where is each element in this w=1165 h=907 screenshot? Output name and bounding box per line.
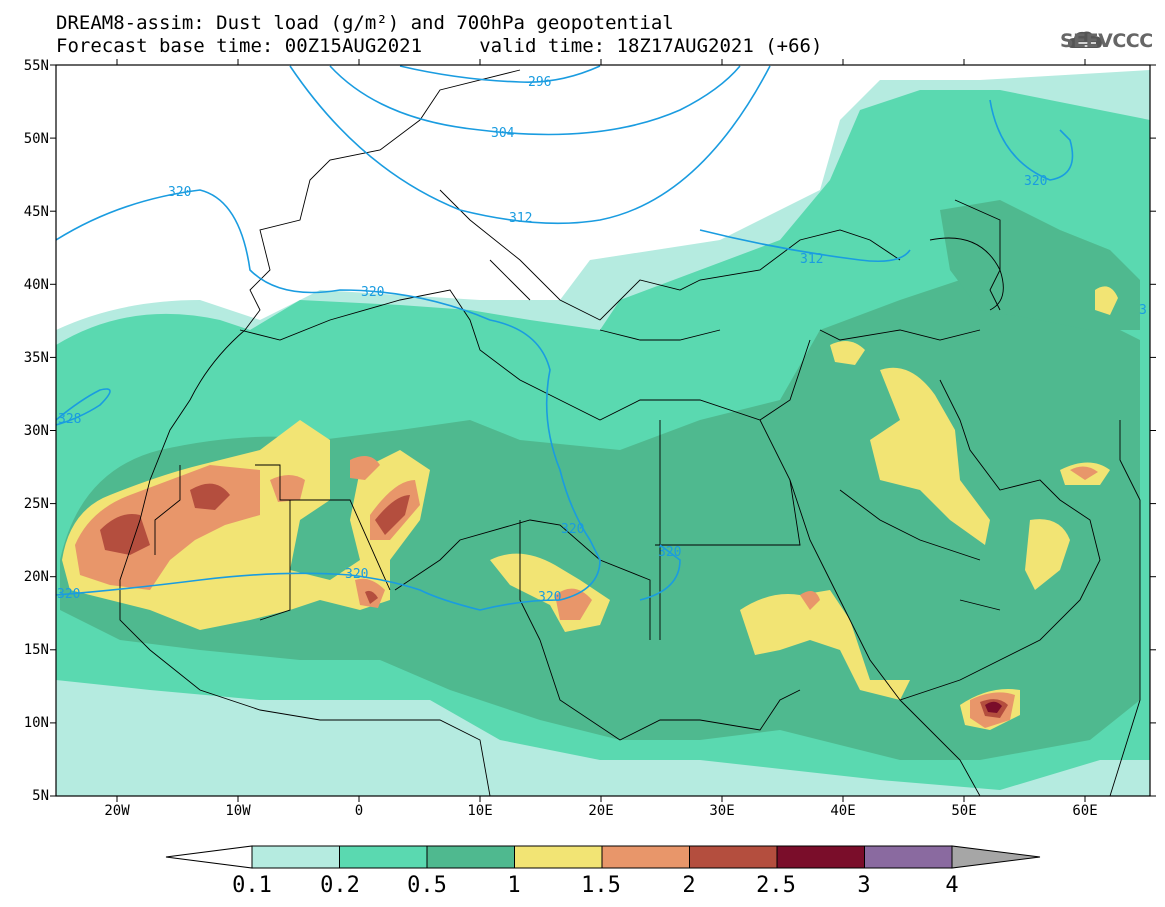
colorbar-lower-arrow <box>165 845 253 869</box>
dust-level-2 <box>365 590 378 604</box>
contour-label: 320 <box>658 545 681 560</box>
contour-label: 312 <box>800 252 823 267</box>
contour-320-east <box>639 544 681 601</box>
lon-label: 10E <box>467 803 492 819</box>
colorbar-swatch <box>601 845 690 869</box>
colorbar-label: 1 <box>507 873 521 898</box>
lon-label: 20E <box>588 803 613 819</box>
contour-312b <box>699 229 911 263</box>
colorbar-swatch <box>776 845 865 869</box>
lon-label: 0 <box>355 803 363 819</box>
dust-level-1.5 <box>1070 466 1098 480</box>
colorbar-label: 4 <box>945 873 959 898</box>
contour-label: 312 <box>509 211 532 226</box>
colorbar-label: 0.2 <box>320 873 360 898</box>
colorbar-label: 2.5 <box>756 873 796 898</box>
dust-level-2 <box>375 495 410 535</box>
contour-label: 328 <box>58 412 81 427</box>
dust-level-0.5 <box>940 200 1140 330</box>
contour-label: 320 <box>538 590 561 605</box>
lat-label: 40N <box>24 277 49 293</box>
contour-label: 320 <box>1024 174 1047 189</box>
dust-level-2.5 <box>985 701 1002 713</box>
contour-label: 296 <box>528 75 551 90</box>
colorbar-swatch <box>514 845 603 869</box>
colorbar-swatch <box>864 845 953 869</box>
dust-level-1.5 <box>350 456 380 480</box>
colorbar-swatch <box>251 845 340 869</box>
forecast-time-line: Forecast base time: 00Z15AUG2021 valid t… <box>56 35 823 57</box>
lon-labels: 20W 10W 0 10E 20E 30E 40E 50E 60E <box>104 803 1097 819</box>
colorbar-label: 0.1 <box>232 873 272 898</box>
dust-level-1.5 <box>555 588 592 620</box>
contour-label: 320 <box>361 285 384 300</box>
contour-304 <box>329 65 741 136</box>
colorbar-label: 1.5 <box>581 873 621 898</box>
dust-level-1.5 <box>800 591 820 610</box>
lat-label: 25N <box>24 496 49 512</box>
lat-label: 20N <box>24 569 49 585</box>
contour-328 <box>56 388 111 426</box>
lon-label: 30E <box>709 803 734 819</box>
colorbar-swatch <box>689 845 778 869</box>
dust-level-2 <box>190 483 230 510</box>
lon-label: 10W <box>225 803 251 819</box>
geopotential-contours <box>56 65 1074 611</box>
dust-level-1 <box>830 341 865 365</box>
lon-label: 40E <box>830 803 855 819</box>
dust-level-1.5 <box>270 475 305 502</box>
map-title: DREAM8-assim: Dust load (g/m²) and 700hP… <box>56 12 674 34</box>
contour-label: 320 <box>168 185 191 200</box>
colorbar-label: 0.5 <box>407 873 447 898</box>
colorbar-label: 2 <box>682 873 696 898</box>
lat-label: 50N <box>24 131 49 147</box>
lon-label: 50E <box>951 803 976 819</box>
dust-level-1 <box>740 590 910 700</box>
logo-text: SEEVCCC <box>1060 30 1153 52</box>
coastlines <box>119 69 1141 796</box>
colorbar-label: 3 <box>857 873 871 898</box>
lat-label: 35N <box>24 350 49 366</box>
contour-label: 3 <box>1139 303 1147 318</box>
contour-label: 304 <box>491 126 515 141</box>
contour-320-north <box>56 189 601 611</box>
lon-label: 20W <box>104 803 130 819</box>
dust-level-1 <box>1095 286 1118 315</box>
colorbar-swatch <box>426 845 515 869</box>
dust-level-1 <box>870 367 990 545</box>
contour-labels: 296 304 312 320 320 320 328 320 320 320 … <box>57 75 1147 605</box>
colorbar <box>165 845 1041 869</box>
lat-label: 30N <box>24 423 49 439</box>
contour-label: 320 <box>57 587 80 602</box>
contour-label: 320 <box>345 567 368 582</box>
lon-label: 60E <box>1072 803 1097 819</box>
colorbar-swatch <box>339 845 428 869</box>
axis-ticks <box>50 59 1156 802</box>
contour-312 <box>289 65 771 225</box>
contour-320-ne <box>989 99 1074 181</box>
lat-label: 55N <box>24 58 49 74</box>
dust-level-0.5 <box>60 280 1140 760</box>
lat-labels: 55N 50N 45N 40N 35N 30N 25N 20N 15N 10N … <box>24 58 49 804</box>
dust-level-1 <box>1025 519 1070 590</box>
dust-field <box>56 65 1150 796</box>
lat-label: 15N <box>24 642 49 658</box>
colorbar-upper-arrow <box>951 845 1041 869</box>
lat-label: 5N <box>32 788 49 804</box>
lat-label: 45N <box>24 204 49 220</box>
contour-296 <box>399 65 601 83</box>
dust-level-2 <box>100 514 150 555</box>
cloud-logo-icon <box>1068 31 1102 48</box>
lat-label: 10N <box>24 715 49 731</box>
contour-label: 320 <box>561 522 584 537</box>
